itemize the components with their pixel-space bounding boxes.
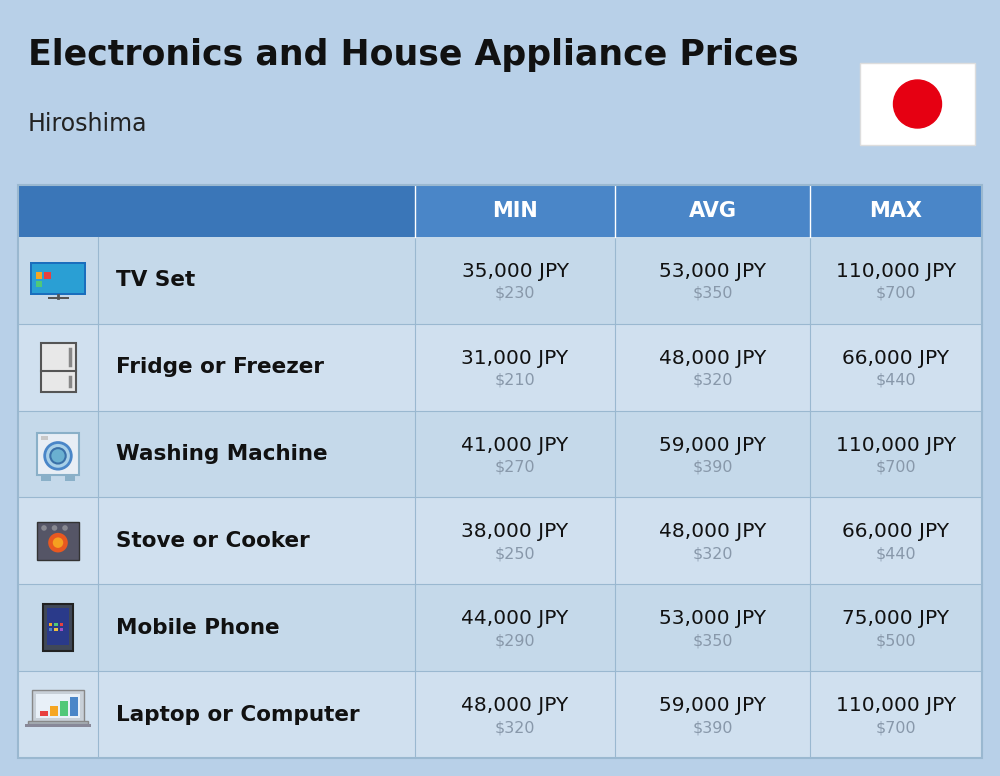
- Bar: [18, 411, 982, 497]
- Text: Fridge or Freezer: Fridge or Freezer: [116, 357, 324, 377]
- Bar: [32, 264, 84, 293]
- Bar: [18, 185, 982, 758]
- Text: Washing Machine: Washing Machine: [116, 444, 328, 464]
- Bar: [40, 711, 48, 715]
- Bar: [18, 185, 982, 237]
- Circle shape: [53, 538, 63, 548]
- Text: $290: $290: [495, 633, 535, 648]
- Text: $320: $320: [692, 546, 733, 561]
- Text: 59,000 JPY: 59,000 JPY: [659, 435, 766, 455]
- Bar: [47, 608, 69, 645]
- Text: Laptop or Computer: Laptop or Computer: [116, 705, 360, 725]
- Text: Stove or Cooker: Stove or Cooker: [116, 531, 310, 551]
- Text: 41,000 JPY: 41,000 JPY: [461, 435, 569, 455]
- Circle shape: [48, 533, 68, 553]
- Bar: [60, 702, 68, 715]
- Bar: [70, 697, 78, 715]
- Bar: [41, 436, 48, 440]
- Text: 59,000 JPY: 59,000 JPY: [659, 696, 766, 715]
- Text: 48,000 JPY: 48,000 JPY: [461, 696, 569, 715]
- Bar: [50, 706, 58, 715]
- Text: $230: $230: [495, 286, 535, 301]
- Bar: [18, 671, 982, 758]
- Bar: [30, 262, 86, 296]
- Bar: [37, 433, 79, 475]
- Text: $320: $320: [495, 720, 535, 735]
- Bar: [36, 694, 80, 718]
- Bar: [25, 724, 91, 727]
- Text: $390: $390: [692, 720, 733, 735]
- Bar: [18, 237, 982, 324]
- Bar: [49, 628, 52, 631]
- Text: 48,000 JPY: 48,000 JPY: [659, 522, 766, 542]
- Text: 44,000 JPY: 44,000 JPY: [461, 609, 569, 629]
- Bar: [40, 343, 76, 392]
- Text: 38,000 JPY: 38,000 JPY: [461, 522, 569, 542]
- Bar: [18, 185, 415, 237]
- Text: $700: $700: [876, 459, 916, 475]
- Bar: [44, 272, 51, 279]
- Text: Mobile Phone: Mobile Phone: [116, 618, 280, 638]
- Bar: [18, 324, 982, 411]
- Text: MAX: MAX: [870, 201, 922, 221]
- Text: Hiroshima: Hiroshima: [28, 112, 148, 136]
- Text: 53,000 JPY: 53,000 JPY: [659, 609, 766, 629]
- Bar: [60, 628, 63, 631]
- Bar: [54, 628, 58, 631]
- Text: 48,000 JPY: 48,000 JPY: [659, 348, 766, 368]
- Bar: [18, 584, 982, 671]
- Text: 110,000 JPY: 110,000 JPY: [836, 696, 956, 715]
- Bar: [860, 63, 975, 145]
- Text: $270: $270: [495, 459, 535, 475]
- Text: $700: $700: [876, 286, 916, 301]
- Text: 110,000 JPY: 110,000 JPY: [836, 262, 956, 281]
- Bar: [48, 297, 68, 299]
- Circle shape: [45, 442, 71, 469]
- Text: $500: $500: [876, 633, 916, 648]
- Text: $250: $250: [495, 546, 535, 561]
- Circle shape: [52, 525, 57, 531]
- Bar: [0, 0, 1000, 185]
- Text: MIN: MIN: [492, 201, 538, 221]
- Circle shape: [894, 80, 942, 128]
- Text: $440: $440: [876, 546, 916, 561]
- Text: 66,000 JPY: 66,000 JPY: [842, 522, 950, 542]
- Bar: [18, 497, 982, 584]
- Text: 110,000 JPY: 110,000 JPY: [836, 435, 956, 455]
- Text: AVG: AVG: [688, 201, 736, 221]
- Text: $440: $440: [876, 372, 916, 388]
- Bar: [36, 281, 42, 287]
- Bar: [43, 605, 73, 651]
- Bar: [28, 721, 88, 724]
- Bar: [41, 475, 51, 481]
- Text: 66,000 JPY: 66,000 JPY: [842, 348, 950, 368]
- Bar: [37, 521, 79, 560]
- Text: Electronics and House Appliance Prices: Electronics and House Appliance Prices: [28, 38, 799, 72]
- Bar: [65, 475, 75, 481]
- Bar: [32, 690, 84, 722]
- Bar: [54, 622, 58, 626]
- Bar: [60, 622, 63, 626]
- Text: TV Set: TV Set: [116, 270, 195, 290]
- Text: $390: $390: [692, 459, 733, 475]
- Circle shape: [62, 525, 68, 531]
- Text: 31,000 JPY: 31,000 JPY: [461, 348, 569, 368]
- Circle shape: [41, 525, 47, 531]
- Bar: [36, 272, 42, 279]
- Text: $210: $210: [495, 372, 535, 388]
- Text: 75,000 JPY: 75,000 JPY: [842, 609, 950, 629]
- Bar: [49, 622, 52, 626]
- Text: $350: $350: [692, 633, 733, 648]
- Text: 35,000 JPY: 35,000 JPY: [462, 262, 568, 281]
- Circle shape: [50, 448, 66, 463]
- Text: $320: $320: [692, 372, 733, 388]
- Text: 53,000 JPY: 53,000 JPY: [659, 262, 766, 281]
- Text: $700: $700: [876, 720, 916, 735]
- Text: $350: $350: [692, 286, 733, 301]
